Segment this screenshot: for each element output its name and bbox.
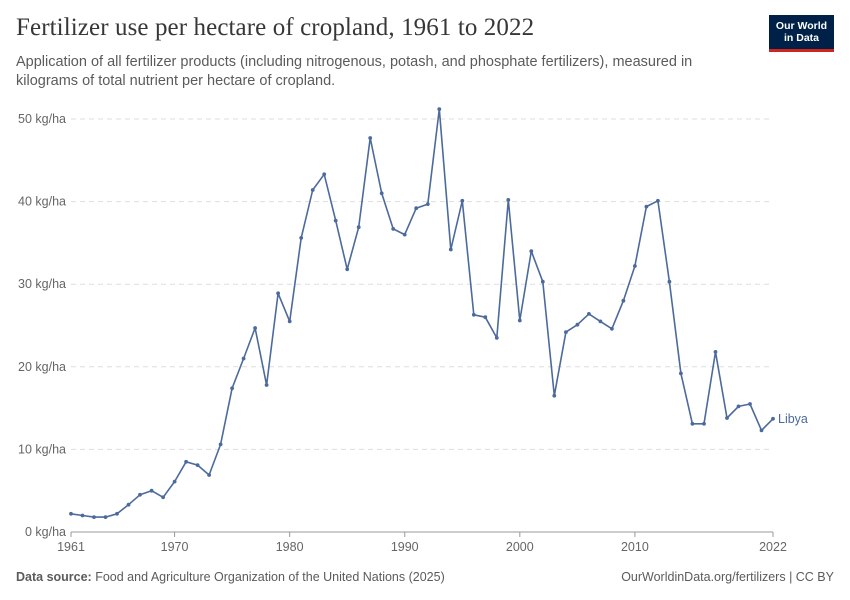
data-point[interactable] — [299, 236, 304, 240]
data-point[interactable] — [713, 350, 718, 354]
logo-line-2: in Data — [783, 32, 819, 44]
data-point[interactable] — [276, 291, 280, 296]
y-tick-label: 30 kg/ha — [18, 277, 66, 291]
data-point[interactable] — [253, 326, 257, 330]
data-point[interactable] — [575, 322, 580, 327]
data-point[interactable] — [529, 249, 534, 254]
data-point[interactable] — [494, 336, 499, 340]
data-point[interactable] — [483, 315, 488, 320]
data-point[interactable] — [736, 404, 741, 409]
logo-line-1: Our World — [775, 20, 828, 32]
data-point[interactable] — [621, 298, 626, 303]
x-tick-label: 2022 — [759, 540, 787, 554]
data-source-text[interactable]: Food and Agriculture Organization of the… — [95, 570, 445, 584]
data-point[interactable] — [667, 279, 672, 284]
series-points — [69, 107, 775, 519]
data-point[interactable] — [587, 312, 591, 316]
data-source-label: Data source: — [16, 570, 92, 584]
x-tick-label: 1990 — [391, 540, 419, 554]
data-point[interactable] — [517, 318, 522, 323]
x-tick-label: 2010 — [621, 540, 649, 554]
data-point[interactable] — [69, 511, 73, 516]
data-point[interactable] — [598, 319, 603, 324]
y-tick-label: 40 kg/ha — [18, 195, 66, 209]
data-point[interactable] — [610, 326, 614, 331]
x-tick-label: 2000 — [506, 540, 534, 554]
data-point[interactable] — [92, 515, 96, 519]
url-license[interactable]: OurWorldinData.org/fertilizers | CC BY — [621, 570, 834, 584]
data-point[interactable] — [414, 206, 419, 211]
data-point[interactable] — [391, 227, 396, 231]
y-tick-label: 10 kg/ha — [18, 442, 66, 456]
data-point[interactable] — [345, 267, 350, 272]
data-point[interactable] — [241, 356, 246, 361]
data-point[interactable] — [690, 421, 695, 426]
data-point[interactable] — [356, 225, 361, 230]
data-source: Data source: Food and Agriculture Organi… — [16, 570, 445, 584]
data-point[interactable] — [126, 502, 131, 507]
data-point[interactable] — [564, 330, 568, 334]
data-point[interactable] — [207, 473, 212, 477]
data-point[interactable] — [644, 204, 649, 209]
data-point[interactable] — [161, 495, 166, 500]
data-point[interactable] — [759, 428, 764, 433]
data-point[interactable] — [287, 319, 292, 324]
data-point[interactable] — [402, 232, 407, 237]
data-point[interactable] — [379, 191, 384, 196]
grid-lines — [71, 118, 773, 533]
data-point[interactable] — [103, 515, 108, 519]
data-point[interactable] — [333, 218, 338, 223]
data-point[interactable] — [264, 383, 269, 387]
series-label-libya[interactable]: Libya — [778, 412, 808, 426]
y-tick-label: 50 kg/ha — [18, 112, 66, 126]
data-point[interactable] — [149, 488, 154, 493]
x-tick-label: 1980 — [276, 540, 304, 554]
data-point[interactable] — [138, 492, 142, 497]
data-point[interactable] — [471, 312, 476, 317]
data-point[interactable] — [425, 202, 430, 207]
data-point[interactable] — [656, 198, 660, 203]
data-point[interactable] — [679, 371, 683, 376]
data-point[interactable] — [552, 393, 557, 398]
data-point[interactable] — [540, 279, 545, 284]
data-point[interactable] — [725, 416, 729, 420]
data-point[interactable] — [633, 264, 637, 268]
y-tick-label: 20 kg/ha — [18, 360, 66, 374]
axis-ticks: 0 kg/ha 10 kg/ha 20 kg/ha 30 kg/ha 40 kg/ha 5… — [18, 112, 787, 554]
data-point[interactable] — [322, 172, 327, 177]
data-point[interactable] — [80, 513, 85, 518]
data-point[interactable] — [506, 198, 511, 202]
data-point[interactable] — [230, 386, 235, 391]
data-point[interactable] — [368, 136, 373, 140]
data-point[interactable] — [771, 416, 775, 421]
data-point[interactable] — [195, 463, 200, 467]
y-tick-label: 0 kg/ha — [25, 525, 66, 539]
owid-logo[interactable]: Our World in Data — [769, 15, 834, 52]
data-point[interactable] — [702, 421, 706, 426]
x-tick-label: 1970 — [161, 540, 189, 554]
data-point[interactable] — [184, 459, 189, 464]
data-point[interactable] — [748, 402, 752, 406]
chart-subtitle: Application of all fertilizer products (… — [16, 54, 693, 89]
data-point[interactable] — [448, 247, 453, 252]
data-point[interactable] — [460, 198, 465, 203]
data-point[interactable] — [437, 107, 442, 111]
chart-title: Fertilizer use per hectare of cropland, … — [16, 14, 535, 41]
x-tick-label: 1961 — [57, 540, 85, 554]
data-point[interactable] — [172, 479, 177, 484]
data-point[interactable] — [115, 511, 119, 516]
data-point[interactable] — [310, 188, 315, 192]
data-point[interactable] — [218, 442, 223, 447]
series-line-libya — [70, 108, 774, 518]
